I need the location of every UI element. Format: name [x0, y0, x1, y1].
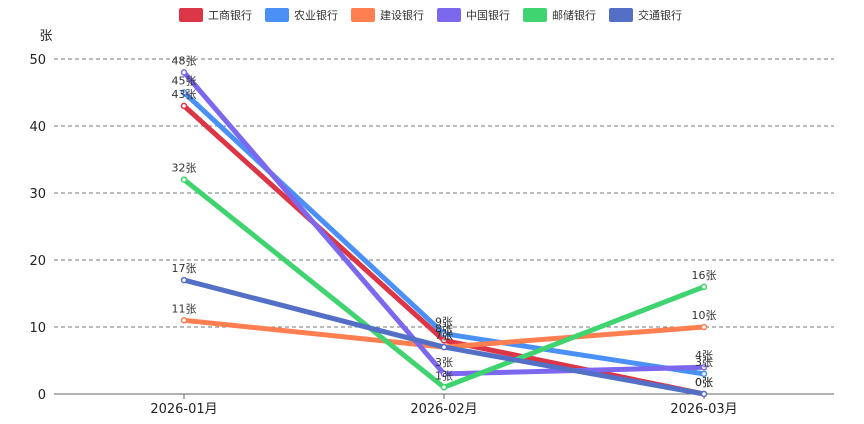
legend-label: 建设银行 [380, 8, 424, 22]
y-tick-label: 20 [29, 254, 46, 269]
data-label: 11张 [172, 302, 197, 315]
y-tick-label: 50 [29, 53, 46, 68]
data-point[interactable] [180, 69, 188, 76]
data-label: 32张 [172, 162, 197, 175]
legend-label: 邮储银行 [552, 8, 596, 22]
data-label: 45张 [172, 75, 197, 88]
data-label: 43张 [172, 88, 197, 101]
chart-legend[interactable]: 工商银行 农业银行 建设银行 中国银行 邮储银行 交通银行 [179, 8, 682, 22]
legend-item[interactable]: 交通银行 [609, 8, 682, 22]
legend-item[interactable]: 建设银行 [351, 8, 424, 22]
data-point[interactable] [700, 323, 708, 331]
data-label: 7张 [435, 329, 453, 342]
data-point[interactable] [180, 102, 188, 110]
legend-item[interactable]: 中国银行 [437, 8, 510, 22]
y-tick-label: 0 [38, 388, 46, 403]
data-label: 3张 [695, 356, 713, 369]
data-labels: 43张8张0张45张9张3张11张7张10张48张3张4张32张1张16张17张… [172, 54, 717, 389]
legend-item[interactable]: 农业银行 [265, 8, 338, 22]
data-point[interactable] [180, 89, 188, 96]
data-point[interactable] [700, 390, 708, 398]
legend-swatch [265, 8, 289, 22]
data-label: 7张 [435, 329, 453, 342]
legend-swatch [437, 8, 461, 22]
y-tick-label: 40 [29, 120, 46, 135]
x-tick-label: 2026-03月 [670, 402, 737, 417]
legend-label: 交通银行 [638, 8, 682, 22]
data-label: 1张 [435, 369, 453, 382]
series-lines [180, 69, 708, 398]
y-axis-unit-label: 张 [39, 29, 52, 44]
legend-label: 农业银行 [294, 8, 338, 22]
data-point[interactable] [440, 384, 448, 391]
data-point[interactable] [700, 363, 708, 371]
legend-swatch [523, 8, 547, 22]
data-label: 3张 [435, 356, 453, 369]
data-label: 8张 [435, 322, 453, 335]
data-label: 4张 [695, 349, 713, 362]
data-label: 9张 [435, 316, 453, 329]
legend-label: 中国银行 [466, 8, 510, 22]
data-point[interactable] [440, 337, 448, 344]
data-label: 16张 [692, 269, 717, 282]
grid-lines [54, 58, 834, 328]
data-point[interactable] [700, 370, 708, 378]
legend-swatch [179, 8, 203, 22]
y-axis-ticks: 0 10 20 30 40 50 [29, 53, 46, 403]
x-tick-label: 2026-01月 [150, 402, 217, 417]
x-axis: 2026-01月 2026-02月 2026-03月 [54, 393, 834, 417]
data-point[interactable] [440, 370, 448, 378]
data-label: 48张 [172, 54, 197, 67]
data-label: 17张 [172, 262, 197, 275]
legend-item[interactable]: 邮储银行 [523, 8, 596, 22]
data-point[interactable] [440, 343, 448, 351]
y-tick-label: 30 [29, 187, 46, 202]
data-point[interactable] [180, 176, 188, 183]
legend-item[interactable]: 工商银行 [179, 8, 252, 22]
legend-label: 工商银行 [208, 8, 252, 22]
data-label: 0张 [695, 376, 713, 389]
y-tick-label: 10 [29, 321, 46, 336]
data-point[interactable] [700, 283, 708, 291]
data-point[interactable] [440, 330, 448, 337]
x-tick-label: 2026-02月 [410, 402, 477, 417]
series-line [181, 103, 707, 397]
legend-swatch [351, 8, 375, 22]
data-point[interactable] [180, 276, 188, 284]
data-label: 10张 [692, 309, 717, 322]
data-point[interactable] [180, 317, 188, 324]
legend-swatch [609, 8, 633, 22]
data-label: 0张 [695, 376, 713, 389]
